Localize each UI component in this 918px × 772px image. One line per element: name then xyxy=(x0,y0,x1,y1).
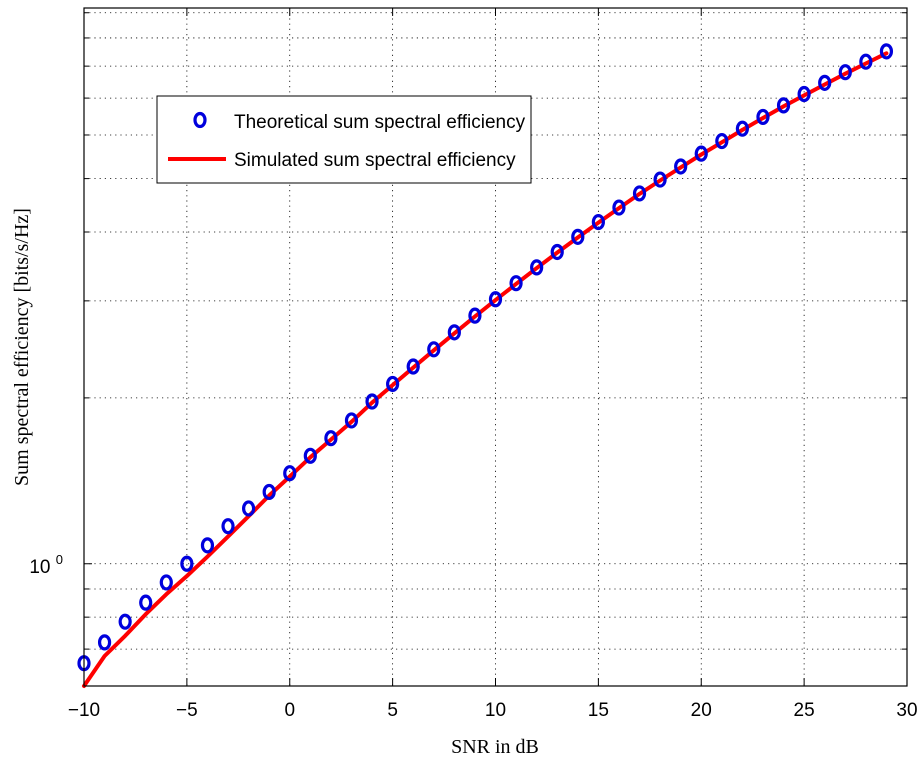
y-major-tick-label: 10 0 xyxy=(29,552,63,578)
theoretical-point xyxy=(118,613,132,630)
x-tick-label: 15 xyxy=(588,700,609,721)
theoretical-point xyxy=(797,85,811,103)
tick-labels: 10 0 −10 −5 0 5 10 15 20 25 30 xyxy=(29,552,917,721)
theoretical-point xyxy=(427,341,441,358)
theoretical-point xyxy=(365,393,379,410)
theoretical-point xyxy=(879,43,894,60)
x-tick-label: 0 xyxy=(284,700,295,721)
theoretical-point xyxy=(262,483,276,501)
theoretical-point xyxy=(488,291,503,308)
theoretical-point xyxy=(632,185,647,202)
theoretical-point xyxy=(571,228,585,245)
legend-label-theoretical: Theoretical sum spectral efficiency xyxy=(234,112,526,133)
simulated-series-line xyxy=(82,51,889,688)
theoretical-point xyxy=(838,64,852,81)
x-tick-label: 10 xyxy=(485,700,506,721)
theoretical-point xyxy=(612,199,626,216)
x-tick-label: 5 xyxy=(387,700,398,721)
theoretical-point xyxy=(509,275,523,292)
theoretical-point xyxy=(859,53,873,70)
x-tick-label: 30 xyxy=(896,700,917,721)
theoretical-point xyxy=(386,375,400,393)
theoretical-point xyxy=(221,518,235,535)
theoretical-point xyxy=(242,500,256,517)
theoretical-point xyxy=(756,108,770,126)
theoretical-point xyxy=(159,574,173,591)
theoretical-point xyxy=(674,158,688,175)
x-axis-label: SNR in dB xyxy=(451,736,539,758)
theoretical-point xyxy=(344,412,359,429)
theoretical-point xyxy=(818,74,832,91)
legend: Theoretical sum spectral efficiency Simu… xyxy=(156,95,532,184)
theoretical-point xyxy=(694,145,708,162)
x-tick-label: 20 xyxy=(691,700,712,721)
theoretical-point xyxy=(715,132,729,150)
theoretical-point xyxy=(97,634,112,651)
theoretical-point xyxy=(283,465,297,482)
theoretical-point xyxy=(139,594,153,611)
theoretical-point xyxy=(591,213,605,231)
legend-box xyxy=(156,95,532,184)
theoretical-point xyxy=(468,307,482,324)
theoretical-point xyxy=(200,537,215,554)
theoretical-point xyxy=(735,120,750,137)
series-layer xyxy=(77,43,894,688)
ticks xyxy=(83,8,908,686)
theoretical-point xyxy=(303,447,317,464)
legend-marker-theoretical xyxy=(193,111,207,129)
y-major-tick-base: 10 xyxy=(29,557,50,578)
x-tick-label: 25 xyxy=(794,700,815,721)
theoretical-point xyxy=(324,430,338,447)
x-tick-label: −10 xyxy=(68,700,100,721)
y-major-tick-exp: 0 xyxy=(56,552,63,567)
theoretical-point xyxy=(447,324,461,341)
theoretical-point xyxy=(550,243,564,261)
theoretical-point xyxy=(653,171,667,188)
y-axis-label: Sum spectral efficiency [bits/s/Hz] xyxy=(11,208,33,486)
legend-label-simulated: Simulated sum spectral efficiency xyxy=(234,150,516,171)
theoretical-point xyxy=(406,358,420,375)
theoretical-point xyxy=(180,555,194,572)
theoretical-point xyxy=(530,259,544,276)
x-tick-label: −5 xyxy=(176,700,198,721)
theoretical-point xyxy=(776,97,791,114)
